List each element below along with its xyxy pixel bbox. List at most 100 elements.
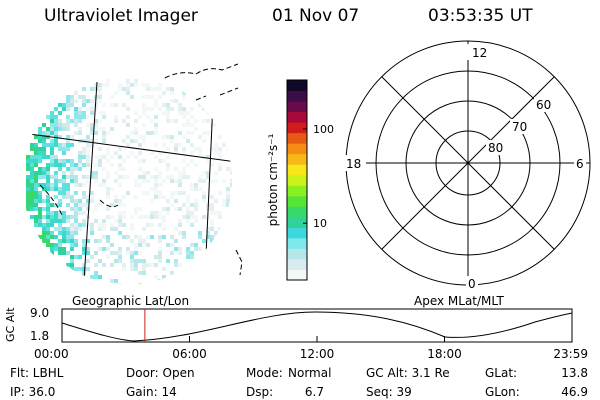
globe-pixel bbox=[62, 195, 66, 199]
colorbar-swatch bbox=[287, 185, 307, 197]
globe-pixel bbox=[34, 151, 38, 155]
globe-pixel bbox=[62, 247, 66, 251]
globe-pixel bbox=[78, 119, 82, 123]
globe-pixel bbox=[98, 183, 102, 187]
info-glon-value: 46.9 bbox=[561, 385, 588, 399]
globe-pixel bbox=[46, 163, 50, 167]
globe-pixel bbox=[74, 207, 78, 211]
globe-pixel bbox=[50, 223, 54, 227]
globe-pixel bbox=[86, 199, 90, 203]
globe-pixel bbox=[98, 83, 102, 87]
info-mode-value: Normal bbox=[288, 366, 331, 380]
globe-pixel bbox=[126, 235, 130, 239]
globe-pixel bbox=[130, 151, 134, 155]
globe-pixel bbox=[190, 131, 194, 135]
globe-pixel bbox=[126, 115, 130, 119]
globe-pixel bbox=[106, 239, 110, 243]
globe-pixel bbox=[206, 227, 210, 231]
globe-pixel bbox=[66, 227, 70, 231]
globe-pixel bbox=[78, 207, 82, 211]
globe-pixel bbox=[174, 99, 178, 103]
globe-pixel bbox=[174, 167, 178, 171]
globe-pixel bbox=[150, 119, 154, 123]
globe-pixel bbox=[50, 111, 54, 115]
globe-pixel bbox=[70, 247, 74, 251]
globe-pixel bbox=[226, 191, 230, 195]
globe-pixel bbox=[206, 171, 210, 175]
globe-pixel bbox=[166, 119, 170, 123]
globe-pixel bbox=[174, 259, 178, 263]
globe-pixel bbox=[34, 171, 38, 175]
globe-pixel bbox=[58, 111, 62, 115]
globe-pixel bbox=[230, 199, 232, 203]
globe-pixel bbox=[110, 243, 114, 247]
globe-pixel bbox=[186, 207, 190, 211]
globe-pixel bbox=[54, 115, 58, 119]
globe-pixel bbox=[122, 103, 126, 107]
globe-pixel bbox=[198, 135, 202, 139]
globe-pixel bbox=[62, 227, 66, 231]
globe-pixel bbox=[94, 83, 98, 87]
globe-pixel bbox=[78, 127, 82, 131]
globe-pixel bbox=[190, 123, 194, 127]
globe-pixel bbox=[54, 247, 58, 251]
globe-pixel bbox=[94, 275, 98, 279]
globe-pixel bbox=[66, 135, 70, 139]
globe-pixel bbox=[34, 159, 38, 163]
globe-pixel bbox=[130, 227, 134, 231]
globe-pixel bbox=[30, 167, 34, 171]
globe-pixel bbox=[206, 159, 210, 163]
globe-pixel bbox=[126, 191, 130, 195]
colorbar-swatch bbox=[287, 216, 307, 228]
globe-pixel bbox=[42, 187, 46, 191]
globe-pixel bbox=[66, 195, 70, 199]
globe-pixel bbox=[62, 231, 66, 235]
globe-pixel bbox=[218, 163, 222, 167]
globe-pixel bbox=[178, 103, 182, 107]
globe-pixel bbox=[46, 207, 50, 211]
globe-pixel bbox=[42, 131, 46, 135]
globe-pixel bbox=[34, 191, 38, 195]
globe-pixel bbox=[118, 155, 122, 159]
globe-pixel bbox=[118, 183, 122, 187]
globe-pixel bbox=[58, 231, 62, 235]
globe-pixel bbox=[70, 235, 74, 239]
globe-pixel bbox=[158, 223, 162, 227]
globe-pixel bbox=[58, 223, 62, 227]
globe-pixel bbox=[94, 271, 98, 275]
globe-pixel bbox=[98, 119, 102, 123]
globe-pixel bbox=[158, 259, 162, 263]
globe-pixel bbox=[50, 155, 54, 159]
globe-pixel bbox=[50, 235, 54, 239]
globe-pixel bbox=[122, 87, 126, 91]
globe-pixel bbox=[130, 131, 134, 135]
timeline-left-label: Geographic Lat/Lon bbox=[72, 294, 189, 308]
globe-pixel bbox=[102, 183, 106, 187]
globe-pixel bbox=[170, 195, 174, 199]
timeline-xtick-label: 12:00 bbox=[300, 347, 335, 361]
globe-pixel bbox=[174, 227, 178, 231]
globe-pixel bbox=[162, 159, 166, 163]
globe-pixel bbox=[198, 235, 202, 239]
globe-pixel bbox=[70, 215, 74, 219]
globe-pixel bbox=[194, 219, 198, 223]
globe-pixel bbox=[174, 179, 178, 183]
globe-pixel bbox=[114, 119, 118, 123]
globe-pixel bbox=[102, 223, 106, 227]
ytick-1-8: 1.8 bbox=[30, 329, 49, 343]
globe-pixel bbox=[106, 247, 110, 251]
globe-pixel bbox=[26, 203, 30, 207]
globe-pixel bbox=[30, 171, 34, 175]
globe-pixel bbox=[34, 207, 38, 211]
globe-pixel bbox=[210, 203, 214, 207]
globe-pixel bbox=[70, 195, 74, 199]
globe-pixel bbox=[186, 251, 190, 255]
page-title: Ultraviolet Imager bbox=[44, 6, 198, 26]
globe-pixel bbox=[74, 211, 78, 215]
globe-pixel bbox=[66, 127, 70, 131]
globe-pixel bbox=[34, 219, 38, 223]
info-ip: IP: 36.0 bbox=[10, 385, 55, 399]
globe-pixel bbox=[186, 219, 190, 223]
globe-pixel bbox=[114, 179, 118, 183]
globe-pixel bbox=[70, 171, 74, 175]
